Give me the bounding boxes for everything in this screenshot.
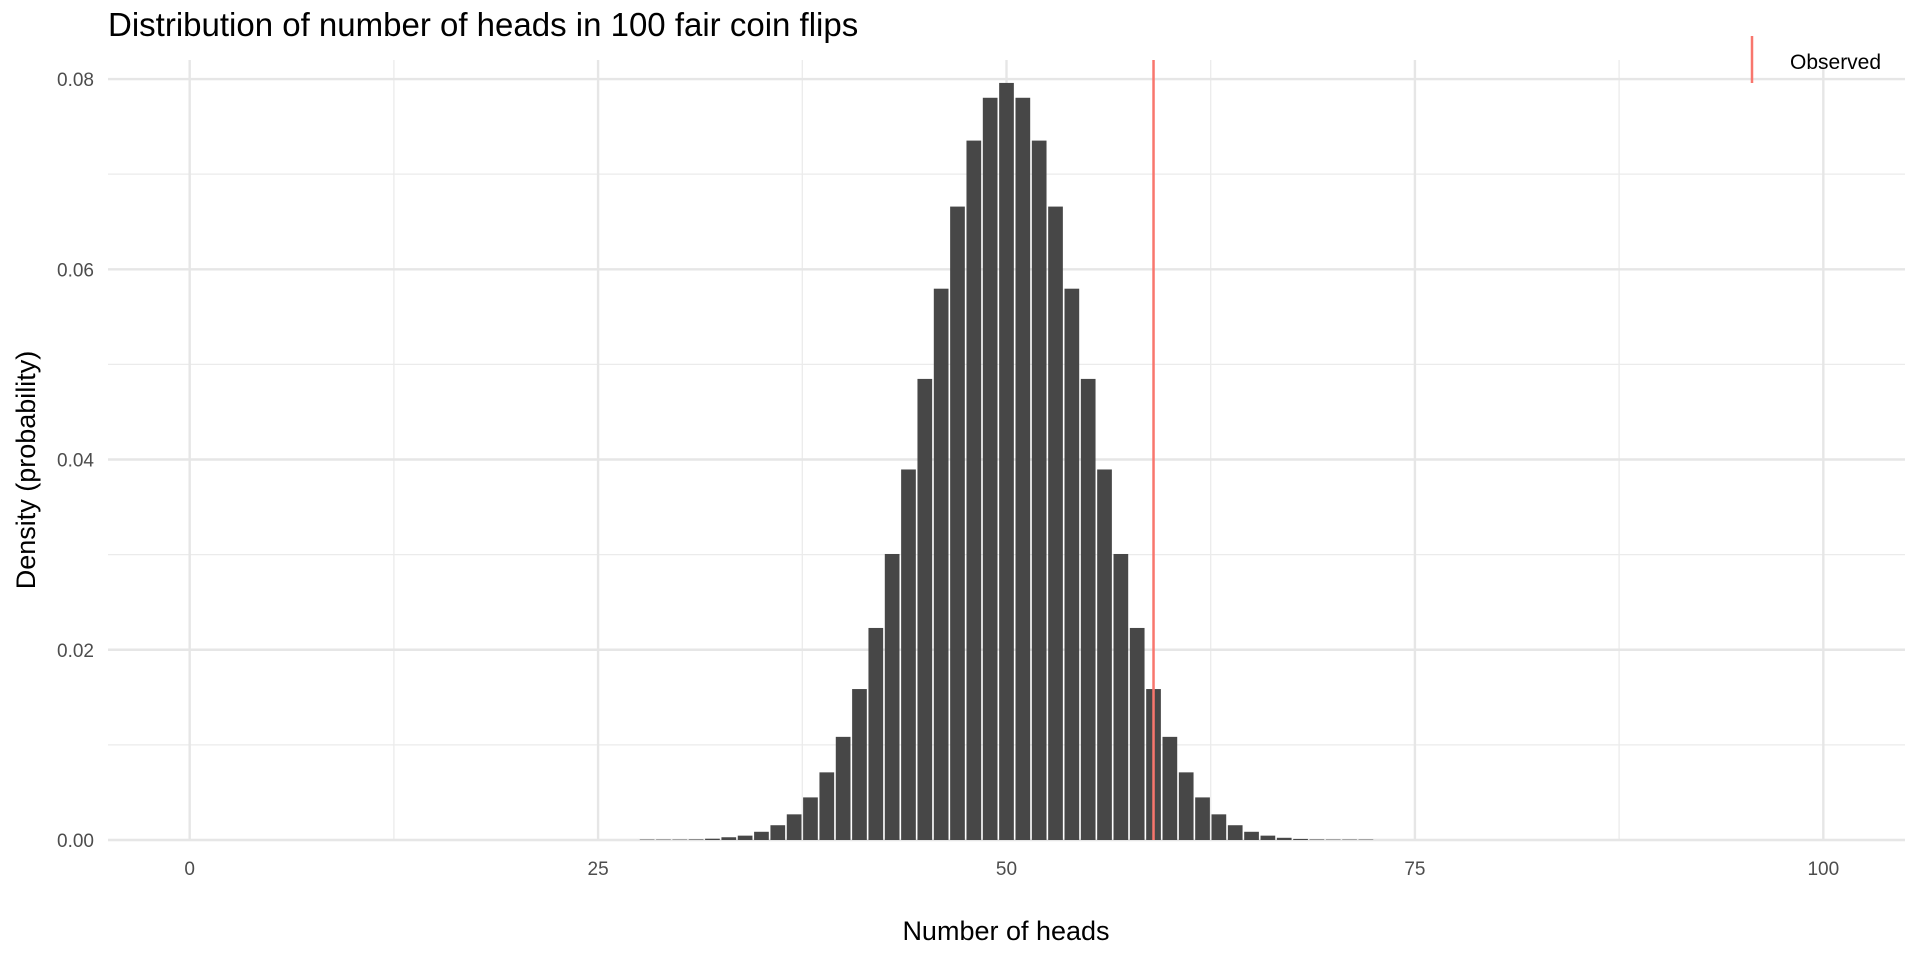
- legend-label-observed: Observed: [1790, 51, 1881, 74]
- bar: [1129, 627, 1145, 840]
- bar: [1162, 736, 1178, 840]
- bar: [1178, 772, 1194, 840]
- y-tick-label: 0.00: [57, 831, 94, 852]
- bars-group: [639, 82, 1374, 841]
- legend: Observed: [1750, 36, 1881, 83]
- bar: [1080, 378, 1096, 840]
- bar: [1211, 814, 1227, 840]
- y-axis-title: Density (probability): [11, 351, 41, 590]
- bar: [982, 97, 998, 840]
- bar: [901, 469, 916, 840]
- x-tick-label: 100: [1807, 859, 1839, 880]
- y-tick-label: 0.04: [57, 451, 94, 472]
- bar: [999, 82, 1014, 840]
- bar: [1097, 469, 1112, 840]
- bar: [1195, 797, 1210, 840]
- x-tick-label: 0: [184, 859, 195, 880]
- y-tick-label: 0.06: [57, 260, 94, 281]
- bar: [1227, 825, 1243, 840]
- bar: [819, 772, 835, 840]
- bar: [1064, 288, 1080, 840]
- bar: [966, 140, 982, 841]
- bar: [1031, 140, 1047, 841]
- bar: [950, 206, 965, 840]
- bar: [933, 288, 949, 840]
- bar: [705, 838, 720, 840]
- bar: [1260, 835, 1276, 840]
- bar: [1244, 831, 1259, 840]
- bar: [1309, 839, 1325, 840]
- x-tick-label: 75: [1404, 859, 1425, 880]
- x-axis-title: Number of heads: [902, 916, 1109, 946]
- bar: [835, 736, 851, 840]
- x-tick-label: 25: [588, 859, 609, 880]
- bar: [754, 831, 769, 840]
- y-tick-label: 0.02: [57, 641, 94, 662]
- bar: [1015, 97, 1031, 840]
- x-tick-label: 50: [996, 859, 1017, 880]
- bar: [721, 837, 737, 840]
- x-axis-ticks: 0 25 50 75 100: [184, 859, 1839, 880]
- bar: [770, 825, 786, 840]
- bar: [868, 627, 884, 840]
- bar: [737, 835, 753, 840]
- bar: [917, 378, 933, 840]
- y-tick-label: 0.08: [57, 70, 94, 91]
- bar: [884, 553, 900, 840]
- bar: [803, 797, 818, 840]
- chart-title: Distribution of number of heads in 100 f…: [108, 6, 859, 43]
- bar: [1048, 206, 1063, 840]
- bar: [852, 689, 867, 840]
- bar: [786, 814, 802, 840]
- bar: [1113, 553, 1129, 840]
- bar: [1276, 837, 1292, 840]
- bar: [688, 839, 704, 840]
- y-axis-ticks: 0.00 0.02 0.04 0.06 0.08: [57, 70, 94, 852]
- bar: [1293, 838, 1308, 840]
